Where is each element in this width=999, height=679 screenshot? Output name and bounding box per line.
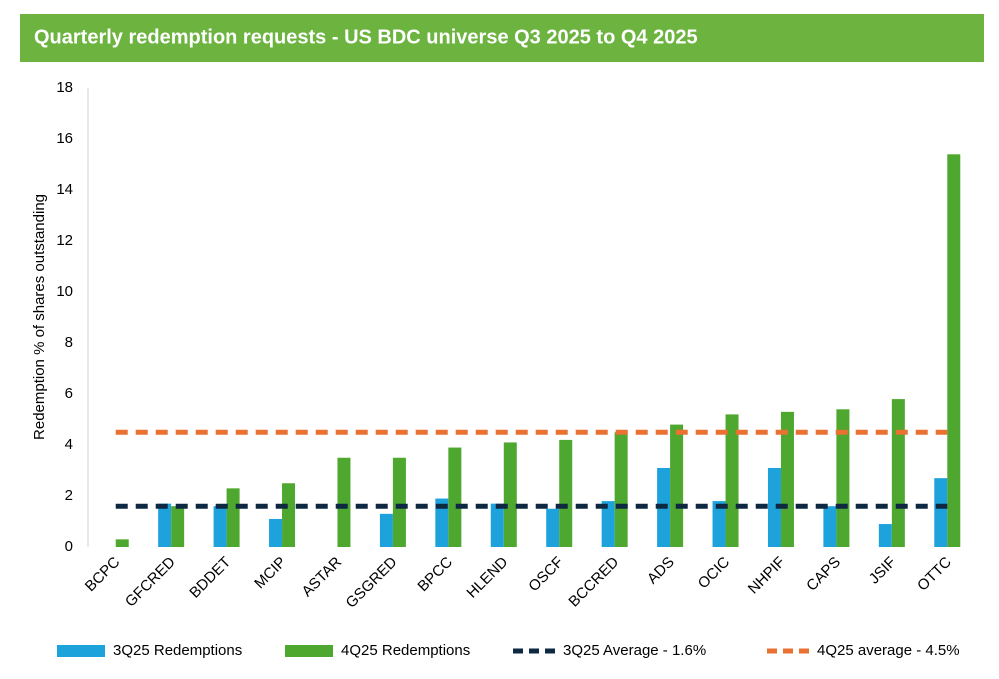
x-tick-label: OCIC xyxy=(695,553,734,592)
title-banner xyxy=(20,14,984,62)
x-tick-label: ASTAR xyxy=(299,554,346,601)
legend-label: 3Q25 Average - 1.6% xyxy=(563,642,706,659)
x-tick-label: BDDET xyxy=(186,554,234,602)
x-tick-label: OTTC xyxy=(914,553,955,594)
bar xyxy=(891,399,905,547)
bar xyxy=(213,506,227,547)
y-tick-label: 16 xyxy=(56,130,73,147)
x-tick-label: MCIP xyxy=(251,554,290,593)
y-tick-label: 14 xyxy=(56,181,73,198)
y-tick-label: 18 xyxy=(56,79,73,96)
y-tick-label: 4 xyxy=(65,436,73,453)
bar xyxy=(171,506,185,547)
bar xyxy=(725,414,739,547)
y-tick-label: 12 xyxy=(56,232,73,249)
y-tick-label: 0 xyxy=(65,538,73,555)
bar xyxy=(836,409,850,547)
bar xyxy=(559,439,573,547)
legend-label: 4Q25 average - 4.5% xyxy=(817,642,960,659)
x-tick-label: HLEND xyxy=(463,554,511,602)
bar xyxy=(614,432,628,547)
x-tick-label: JSIF xyxy=(866,554,900,588)
x-tick-label: BPCC xyxy=(414,554,456,596)
bar xyxy=(158,503,172,547)
chart-title: Quarterly redemption requests - US BDC u… xyxy=(34,26,698,48)
legend-label: 4Q25 Redemptions xyxy=(341,642,470,659)
legend-label: 3Q25 Redemptions xyxy=(113,642,242,659)
bar xyxy=(269,518,283,547)
y-tick-label: 8 xyxy=(65,334,73,351)
bar xyxy=(226,488,240,547)
bar xyxy=(379,513,393,547)
bar xyxy=(601,501,615,547)
bar xyxy=(780,411,794,547)
x-tick-label: GSGRED xyxy=(343,553,401,611)
legend-swatch xyxy=(285,645,333,657)
bar xyxy=(934,478,948,547)
bar xyxy=(767,467,781,547)
bar xyxy=(712,501,726,547)
bar xyxy=(546,508,560,547)
bar xyxy=(490,503,504,547)
bar xyxy=(337,457,351,547)
x-tick-label: BCCRED xyxy=(565,553,622,610)
legend-swatch xyxy=(57,645,105,657)
x-tick-label: ADS xyxy=(644,554,678,588)
y-axis-label: Redemption % of shares outstanding xyxy=(31,194,48,440)
x-tick-label: NHPIF xyxy=(745,554,789,598)
bar xyxy=(435,498,449,547)
y-tick-label: 6 xyxy=(65,385,73,402)
bar xyxy=(392,457,406,547)
x-tick-label: OSCF xyxy=(525,554,566,595)
bar xyxy=(282,483,296,547)
bar xyxy=(823,506,837,547)
bar xyxy=(670,424,684,547)
x-tick-label: BCPC xyxy=(82,554,124,596)
x-tick-label: CAPS xyxy=(803,554,844,595)
bar xyxy=(878,524,892,547)
bar xyxy=(115,539,129,547)
x-tick-label: GFCRED xyxy=(122,554,179,611)
bar xyxy=(503,442,517,547)
y-tick-label: 10 xyxy=(56,283,73,300)
y-tick-label: 2 xyxy=(65,487,73,504)
bar xyxy=(448,447,462,547)
bar xyxy=(947,154,961,548)
